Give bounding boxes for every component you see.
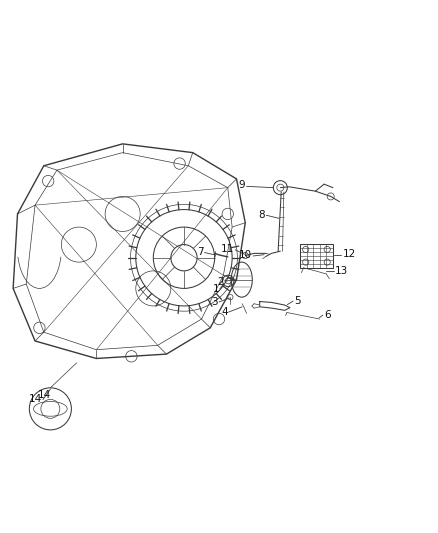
Text: 3: 3 — [212, 297, 218, 308]
Text: 4: 4 — [221, 308, 228, 318]
Text: 10: 10 — [239, 250, 252, 260]
Text: 1: 1 — [212, 284, 219, 294]
Text: 6: 6 — [324, 310, 331, 320]
Text: 14: 14 — [38, 390, 51, 400]
Text: 5: 5 — [294, 296, 301, 305]
Text: 12: 12 — [343, 249, 356, 259]
Text: 14: 14 — [29, 394, 42, 404]
Text: 11: 11 — [221, 244, 234, 254]
Text: 13: 13 — [335, 266, 348, 276]
Text: 2: 2 — [217, 277, 223, 287]
Text: 7: 7 — [197, 247, 204, 257]
Text: 8: 8 — [258, 210, 265, 220]
Text: 9: 9 — [239, 181, 245, 190]
